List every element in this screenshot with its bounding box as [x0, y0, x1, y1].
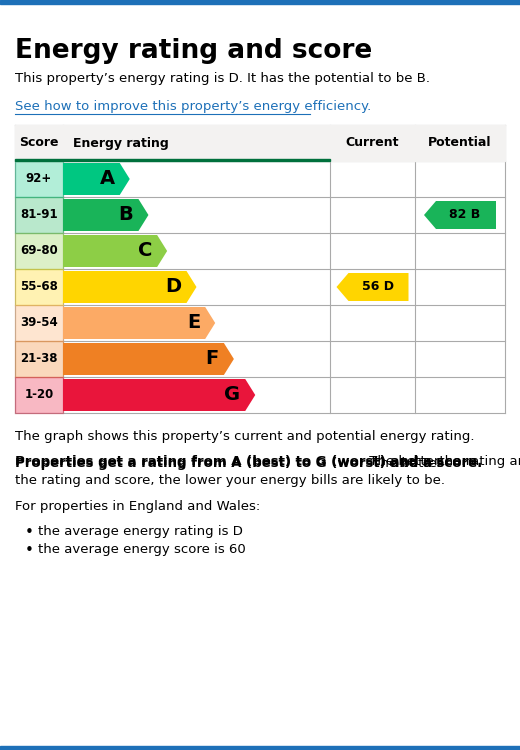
Bar	[15, 233, 63, 269]
Bar	[15, 269, 63, 305]
Polygon shape	[63, 271, 197, 303]
Text: For properties in England and Wales:: For properties in England and Wales:	[15, 500, 260, 513]
Bar	[15, 305, 63, 341]
Text: The betterthe rating and score, the lower your energy bills are likely to be.: The betterthe rating and score, the lowe…	[365, 455, 520, 468]
Polygon shape	[63, 199, 148, 231]
Text: Energy rating and score: Energy rating and score	[15, 38, 372, 64]
Text: 81-91: 81-91	[20, 209, 58, 221]
Text: G: G	[224, 386, 240, 404]
Text: 82 B: 82 B	[449, 209, 480, 221]
Bar	[15, 161, 63, 197]
Text: •: •	[25, 525, 34, 540]
Polygon shape	[336, 273, 409, 301]
Text: 55-68: 55-68	[20, 280, 58, 293]
Bar	[0, 0, 520, 4]
Polygon shape	[63, 379, 255, 411]
Text: 39-54: 39-54	[20, 316, 58, 329]
Bar	[15, 159, 330, 161]
Text: The graph shows this property’s current and potential energy rating.: The graph shows this property’s current …	[15, 430, 475, 443]
Text: the average energy score is 60: the average energy score is 60	[38, 543, 246, 556]
Text: See how to improve this property’s energy efficiency.: See how to improve this property’s energ…	[15, 100, 371, 113]
Polygon shape	[63, 343, 234, 375]
Text: 69-80: 69-80	[20, 244, 58, 257]
Text: Energy rating: Energy rating	[73, 136, 169, 149]
Bar	[15, 377, 63, 413]
Text: Score: Score	[19, 136, 59, 149]
Text: 1-20: 1-20	[24, 388, 54, 401]
Bar	[15, 125, 505, 161]
Text: 21-38: 21-38	[20, 352, 58, 365]
Text: The better: The better	[368, 457, 442, 470]
Text: Current: Current	[346, 136, 399, 149]
Text: C: C	[138, 242, 152, 260]
Text: This property’s energy rating is D. It has the potential to be B.: This property’s energy rating is D. It h…	[15, 72, 430, 85]
Text: Potential: Potential	[428, 136, 492, 149]
Polygon shape	[63, 163, 130, 195]
Text: 56 D: 56 D	[361, 280, 394, 293]
Text: the rating and score, the lower your energy bills are likely to be.: the rating and score, the lower your ene…	[15, 474, 445, 487]
Polygon shape	[424, 201, 496, 229]
Text: •: •	[25, 543, 34, 558]
Bar	[15, 341, 63, 377]
Text: Properties get a rating from A (best) to G (worst) and a score.: Properties get a rating from A (best) to…	[15, 457, 482, 470]
Text: Properties get a rating from A (best) to G (worst) and a score.: Properties get a rating from A (best) to…	[15, 455, 482, 468]
Text: the average energy rating is D: the average energy rating is D	[38, 525, 243, 538]
Bar	[0, 746, 520, 750]
Text: A: A	[100, 170, 115, 188]
Text: B: B	[119, 206, 134, 224]
Polygon shape	[63, 307, 215, 339]
Polygon shape	[63, 235, 167, 267]
Text: D: D	[165, 278, 181, 296]
Text: E: E	[187, 314, 200, 332]
Text: F: F	[205, 350, 219, 368]
Text: 92+: 92+	[26, 172, 52, 185]
Bar	[15, 197, 63, 233]
